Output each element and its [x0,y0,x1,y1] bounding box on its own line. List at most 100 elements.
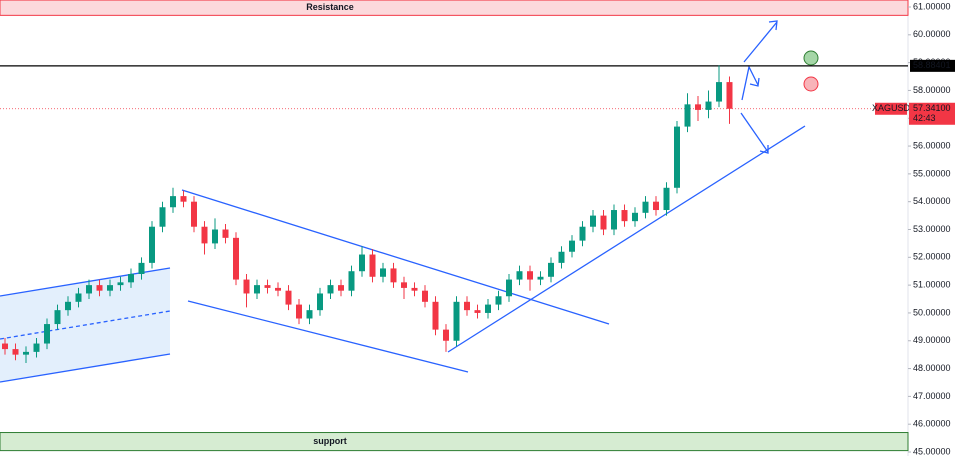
candle-body [285,290,292,305]
candle-body [243,279,250,294]
y-tick-label: 56.00000 [913,140,951,150]
candle-body [453,301,460,341]
candle-body [695,104,701,110]
candle-body [653,201,659,211]
y-tick-label: 61.00000 [913,1,951,11]
candle-body [12,349,19,355]
symbol-label: XAGUSD [872,103,911,113]
candle-body [506,279,512,297]
candle-body [75,293,82,302]
candle-body [128,274,134,283]
y-tick-label: 50.00000 [913,307,951,317]
zone-label: support [313,436,347,446]
candle-body [632,212,638,222]
y-tick-label: 45.00000 [913,446,951,456]
candle-body [201,226,208,244]
channel-mid [0,310,171,340]
candle-body [296,304,302,319]
candle-body [212,229,218,244]
y-tick-label: 47.00000 [913,391,951,401]
candle-body [23,351,29,355]
candle-body [390,268,397,283]
candle-body [254,285,260,294]
candle-body [306,310,313,319]
candle-body [485,304,491,313]
candle-body [558,251,565,263]
arrow-head [749,77,760,87]
candle-body [107,285,113,291]
arrow [740,112,769,153]
level-box [910,59,955,72]
y-tick-label: 60.00000 [913,29,951,39]
candle-body [380,268,386,277]
candle-body [65,301,71,311]
y-tick-label: 54.00000 [913,196,951,206]
candle-body [621,210,628,222]
y-tick-label: 46.00000 [913,419,951,429]
candle-body [600,215,607,230]
candle-body [642,201,649,213]
candle-body [527,271,533,280]
candle-body [369,254,376,277]
level-label: 58.88401 [913,60,951,70]
candle-body [705,101,712,110]
candle-body [443,329,449,341]
candle-body [348,271,355,291]
candle-body [411,287,418,291]
stop-icon [803,76,819,92]
zone [0,432,909,452]
arrow [741,65,759,101]
candle-body [327,285,334,294]
arrow-head [768,20,778,31]
candle-body [159,207,166,227]
trend-line [447,125,806,353]
zone [0,0,909,16]
candle-body [170,196,176,208]
arrow-head [759,145,769,154]
candle-body [474,310,481,313]
candle-body [44,324,50,344]
candle-body [180,196,187,202]
channel-line [0,353,171,383]
candle-body [579,226,586,241]
candle-body [96,285,103,291]
candle-body [264,285,271,288]
candle-body [317,293,323,311]
price-label: 57.34100 [913,103,951,113]
candle-body [149,226,155,263]
candle-body [548,262,554,277]
candle-body [401,282,407,288]
y-tick-label: 55.00000 [913,168,951,178]
target-icon [803,50,819,66]
candle-body [537,276,544,280]
candle-body [611,210,617,230]
candle-body [275,287,281,291]
candle-body [422,290,428,302]
candle-body [684,104,691,127]
candle-body [495,296,502,305]
y-tick-label: 48.00000 [913,363,951,373]
candle-body [359,254,365,272]
trend-line [187,300,469,373]
annotations [0,20,806,383]
y-tick-label: 53.00000 [913,224,951,234]
candle-body [33,343,40,352]
candle-body [590,215,596,227]
candle-body [338,285,344,291]
trend-line [181,189,610,325]
candle-body [464,301,470,311]
candle-body [432,301,439,330]
candle-body [191,201,197,227]
countdown-label: 42:43 [913,113,936,123]
y-tick-label: 52.00000 [913,252,951,262]
candle-body [716,82,722,102]
candle-body [233,237,239,280]
candle-body [117,282,124,286]
candle-body [726,82,733,109]
y-tick-label: 49.00000 [913,335,951,345]
candle-body [222,229,229,238]
arrow [743,21,778,63]
symbol-box [875,102,907,115]
y-tick-label: 58.00000 [913,85,951,95]
